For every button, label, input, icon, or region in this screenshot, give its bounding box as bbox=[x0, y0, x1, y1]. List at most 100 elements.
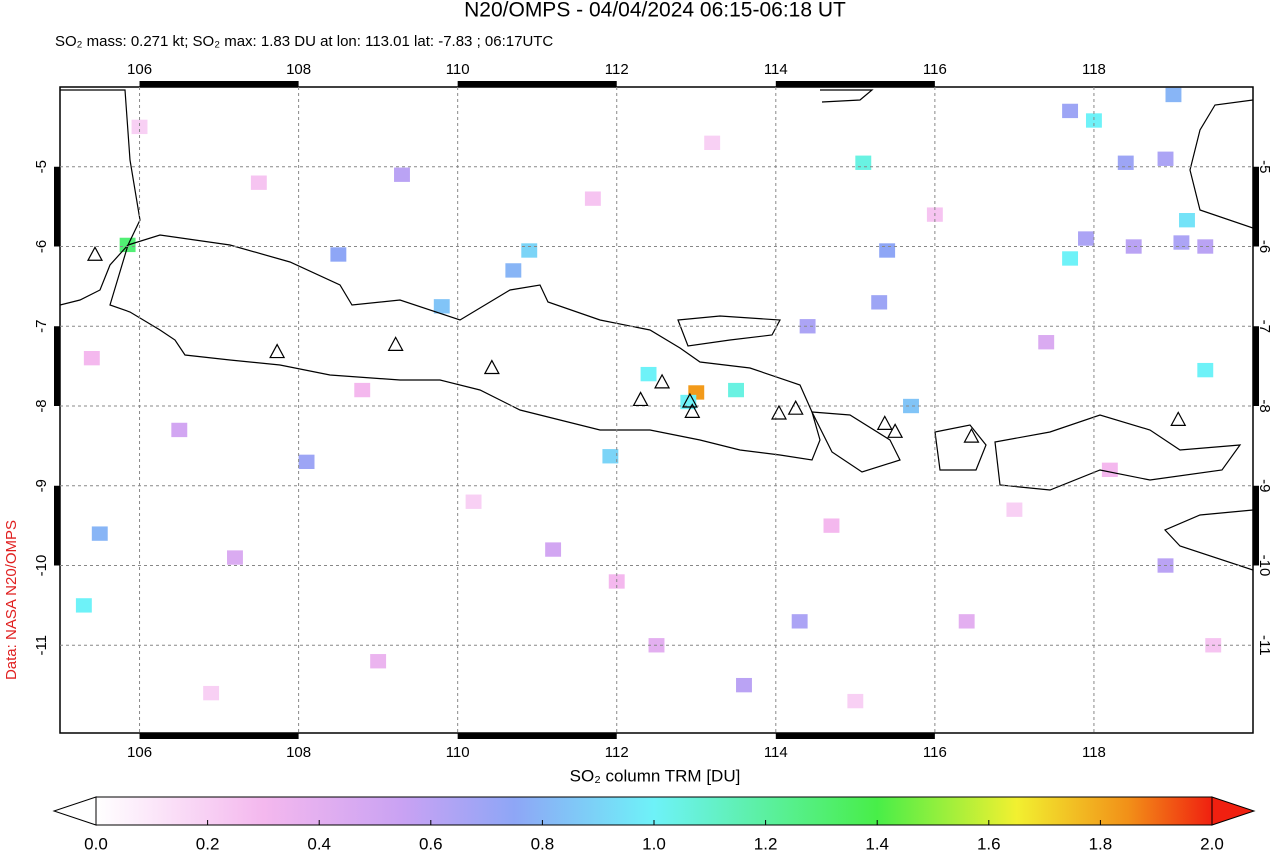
so2-pixel bbox=[728, 382, 744, 398]
sulawesi-coast bbox=[1189, 99, 1253, 229]
colorbar-tick-label: 0.0 bbox=[84, 834, 108, 853]
so2-pixel bbox=[171, 422, 188, 438]
x-tick-label-bottom: 108 bbox=[286, 744, 311, 761]
y-tick-label-left: -11 bbox=[33, 635, 50, 656]
volcano bbox=[876, 415, 893, 430]
colorbar-tick-label: 0.8 bbox=[531, 834, 555, 853]
colorbar-tick-label: 1.6 bbox=[977, 834, 1001, 853]
volcano bbox=[387, 336, 404, 351]
so2-pixel bbox=[903, 398, 919, 414]
x-tick-label-top: 118 bbox=[1082, 61, 1106, 78]
so2-pixel bbox=[1038, 335, 1055, 350]
colorbar-under bbox=[52, 796, 97, 826]
y-tick-label-right: -9 bbox=[1256, 479, 1272, 492]
so2-pixel bbox=[330, 247, 347, 262]
so2-pixel bbox=[1006, 502, 1023, 517]
so2-pixel bbox=[871, 295, 888, 310]
source-label: Data: NASA N20/OMPS bbox=[3, 520, 20, 680]
volcano bbox=[787, 399, 804, 415]
x-tick-label-bottom: 110 bbox=[446, 744, 470, 761]
x-tick-label-bottom: 114 bbox=[764, 744, 788, 761]
bali-coast bbox=[810, 411, 901, 473]
so2-pixel bbox=[505, 263, 522, 278]
so2-pixel bbox=[131, 119, 148, 135]
volcano bbox=[269, 343, 286, 359]
x-tick-label-bottom: 116 bbox=[923, 744, 947, 761]
so2-pixel bbox=[958, 614, 975, 629]
volcano bbox=[483, 359, 500, 375]
y-tick-label-left: -10 bbox=[33, 555, 50, 577]
x-tick-label-bottom: 106 bbox=[127, 744, 152, 761]
volcano bbox=[654, 373, 671, 389]
colorbar-tick-label: 0.2 bbox=[196, 834, 220, 853]
subtitle: SO₂ mass: 0.271 kt; SO₂ max: 1.83 DU at … bbox=[55, 33, 553, 50]
so2-pixel bbox=[1117, 155, 1134, 170]
y-tick-label-right: -8 bbox=[1256, 399, 1272, 412]
so2-pixel bbox=[736, 677, 752, 693]
x-tick-label-top: 108 bbox=[286, 61, 311, 78]
x-tick-label-bottom: 112 bbox=[605, 744, 629, 761]
map-title: N20/OMPS - 04/04/2024 06:15-06:18 UT bbox=[464, 0, 846, 22]
volcano bbox=[770, 404, 787, 420]
so2-pixel bbox=[1197, 239, 1214, 254]
colorbar-label: SO₂ column TRM [DU] bbox=[570, 766, 741, 785]
so2-pixel bbox=[799, 319, 816, 334]
so2-pixel bbox=[1173, 235, 1190, 250]
y-tick-label-right: -5 bbox=[1256, 160, 1272, 173]
y-tick-label-right: -10 bbox=[1256, 555, 1272, 577]
y-tick-label-right: -11 bbox=[1256, 635, 1272, 656]
y-tick-label-left: -7 bbox=[33, 320, 50, 333]
volcano bbox=[86, 246, 103, 261]
sumatra-coast bbox=[60, 89, 141, 306]
so2-pixel bbox=[1197, 362, 1214, 378]
so2-pixel bbox=[1125, 239, 1142, 254]
y-tick-label-left: -6 bbox=[33, 240, 50, 253]
so2-pixel bbox=[1157, 151, 1174, 166]
sumbawa-coast bbox=[994, 414, 1242, 491]
volcano bbox=[963, 427, 980, 443]
java-coast bbox=[109, 234, 821, 461]
colorbar-tick-label: 1.4 bbox=[865, 834, 889, 853]
so2-pixel bbox=[791, 614, 808, 629]
so2-pixel bbox=[75, 598, 92, 613]
y-tick-label-right: -6 bbox=[1256, 240, 1272, 253]
so2-pixel bbox=[250, 175, 267, 190]
volcano bbox=[1170, 411, 1187, 426]
x-tick-label-top: 114 bbox=[764, 61, 788, 78]
colorbar-tick-label: 0.4 bbox=[307, 834, 331, 853]
so2-pixel bbox=[521, 243, 538, 258]
so2-pixel bbox=[1165, 87, 1182, 103]
so2-pixel bbox=[465, 494, 482, 509]
colorbar-tick-label: 1.2 bbox=[754, 834, 778, 853]
colorbar-tick-label: 1.8 bbox=[1089, 834, 1113, 853]
so2-pixel bbox=[1179, 213, 1195, 228]
y-tick-label-left: -9 bbox=[33, 479, 50, 492]
so2-pixel bbox=[433, 299, 450, 314]
volcano bbox=[632, 391, 649, 407]
colorbar-tick-label: 1.0 bbox=[642, 834, 666, 853]
so2-pixel bbox=[1101, 462, 1118, 477]
x-tick-label-top: 116 bbox=[923, 61, 947, 78]
x-tick-label-top: 112 bbox=[605, 61, 629, 78]
y-tick-label-left: -8 bbox=[33, 399, 50, 412]
so2-pixel bbox=[584, 191, 601, 206]
sumba-coast bbox=[1163, 509, 1253, 571]
so2-pixel bbox=[354, 382, 371, 398]
so2-pixel bbox=[602, 449, 619, 464]
x-tick-label-top: 110 bbox=[446, 61, 470, 78]
volcano bbox=[887, 423, 904, 438]
x-tick-label-bottom: 118 bbox=[1082, 744, 1106, 761]
so2-pixel bbox=[394, 167, 410, 182]
so2-pixel bbox=[545, 542, 562, 557]
so2-pixel bbox=[879, 243, 896, 258]
lombok-coast bbox=[934, 424, 987, 471]
borneo-coast bbox=[820, 89, 874, 103]
y-tick-label-right: -7 bbox=[1256, 320, 1272, 333]
y-tick-label-left: -5 bbox=[33, 160, 50, 173]
coastlines bbox=[60, 89, 1253, 571]
map-frame bbox=[59, 86, 1254, 734]
so2-pixel bbox=[823, 518, 840, 533]
so2-pixel bbox=[203, 685, 220, 701]
so2-pixel bbox=[855, 155, 872, 170]
